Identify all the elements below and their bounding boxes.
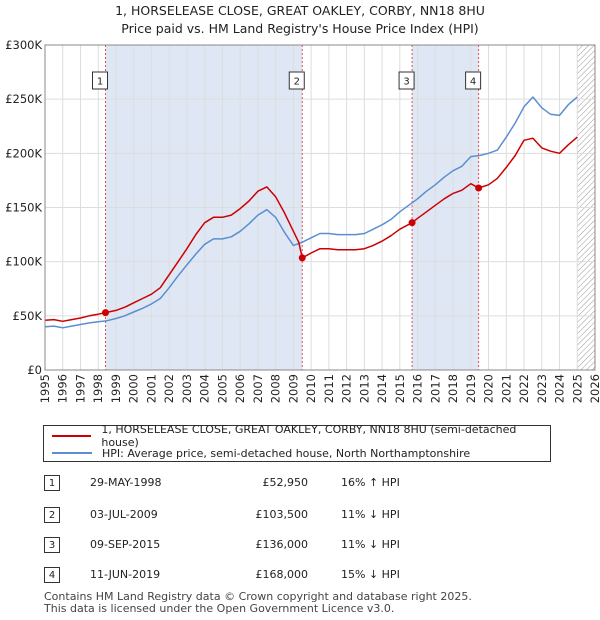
price-chart: 1 2 3 4 £0 £50K £100K £150K £200K £250K £300K 1995 1… xyxy=(5,38,600,403)
transaction-date: 03-JUL-2009 xyxy=(90,508,158,521)
x-tick-label: 2001 xyxy=(144,374,158,403)
transaction-price: £52,950 xyxy=(262,476,309,489)
x-tick-label: 2011 xyxy=(322,374,336,403)
chart-title: 1, HORSELEASE CLOSE, GREAT OAKLEY, CORBY… xyxy=(115,3,485,18)
x-tick-label: 2021 xyxy=(499,374,513,403)
transaction-hpi: 16% ↑ HPI xyxy=(341,476,400,489)
x-tick-label: 2014 xyxy=(375,374,389,403)
legend-swatch-property xyxy=(52,435,92,437)
legend: 1, HORSELEASE CLOSE, GREAT OAKLEY, CORBY… xyxy=(43,423,551,462)
x-tick-label: 1997 xyxy=(73,374,87,403)
property-price-line xyxy=(44,136,578,323)
transaction-date: 09-SEP-2015 xyxy=(90,538,161,551)
y-tick-label: £150K xyxy=(5,201,42,215)
marker-label-box xyxy=(288,71,305,90)
chart-subtitle: Price paid vs. HM Land Registry's House … xyxy=(121,21,479,36)
transaction-hpi: 15% ↓ HPI xyxy=(341,568,400,581)
sale-point xyxy=(102,309,109,317)
legend-item-hpi: HPI: Average price, semi-detached house,… xyxy=(52,445,470,461)
x-tick-label: 2025 xyxy=(570,374,584,403)
transaction-date: 11-JUN-2019 xyxy=(90,568,161,581)
marker-label: 1 xyxy=(97,77,103,88)
x-tick-label: 2008 xyxy=(269,374,283,403)
y-tick-label: £250K xyxy=(5,92,42,106)
x-tick-label: 2002 xyxy=(162,374,176,403)
marker-label-box xyxy=(92,71,108,90)
x-tick-label: 2015 xyxy=(393,374,407,403)
marker-label-box xyxy=(465,71,482,90)
legend-item-property: 1, HORSELEASE CLOSE, GREAT OAKLEY, CORBY… xyxy=(52,423,550,449)
legend-label-hpi: HPI: Average price, semi-detached house,… xyxy=(102,446,471,460)
x-tick-label: 2018 xyxy=(446,374,460,403)
x-tick-label: 1996 xyxy=(56,374,70,403)
x-tick-label: 2019 xyxy=(464,374,478,403)
marker-label: 4 xyxy=(470,77,476,88)
legend-swatch-hpi xyxy=(52,452,92,454)
marker-label: 2 xyxy=(294,77,300,88)
x-tick-label: 1998 xyxy=(91,374,105,403)
x-tick-label: 2004 xyxy=(198,374,212,403)
transaction-hpi: 11% ↓ HPI xyxy=(341,538,400,551)
transaction-price: £103,500 xyxy=(255,508,309,521)
x-tick-label: 2013 xyxy=(357,374,371,403)
x-tick-label: 2010 xyxy=(304,374,318,403)
x-tick-label: 2024 xyxy=(553,374,567,403)
sale-point xyxy=(475,184,483,192)
x-tick-label: 2009 xyxy=(286,374,300,403)
y-tick-label: £200K xyxy=(5,146,42,160)
plot-border xyxy=(44,44,596,371)
marker-label-box xyxy=(398,71,415,90)
y-tick-label: £0 xyxy=(27,363,42,377)
transaction-number: 4 xyxy=(44,567,60,583)
footer-copyright: Contains HM Land Registry data © Crown c… xyxy=(44,590,472,603)
x-tick-label: 2026 xyxy=(588,374,600,403)
x-tick-label: 1995 xyxy=(38,374,52,403)
sale-point xyxy=(408,219,416,227)
x-tick-label: 2007 xyxy=(251,374,265,403)
x-tick-label: 2020 xyxy=(482,374,496,403)
y-tick-label: £100K xyxy=(5,255,42,269)
sale-point xyxy=(298,254,306,262)
x-tick-label: 2017 xyxy=(428,374,442,403)
x-tick-label: 2000 xyxy=(127,374,141,403)
x-tick-label: 2022 xyxy=(517,374,531,403)
transaction-date: 29-MAY-1998 xyxy=(90,476,162,489)
marker-label: 3 xyxy=(403,77,409,88)
transaction-number: 1 xyxy=(44,475,60,491)
y-tick-label: £300K xyxy=(5,38,42,52)
transaction-hpi: 11% ↓ HPI xyxy=(341,508,400,521)
transaction-number: 3 xyxy=(44,537,60,553)
x-tick-label: 2016 xyxy=(411,374,425,403)
x-tick-label: 1999 xyxy=(109,374,123,403)
hpi-line xyxy=(44,96,578,329)
x-tick-label: 2005 xyxy=(215,374,229,403)
legend-label-property: 1, HORSELEASE CLOSE, GREAT OAKLEY, CORBY… xyxy=(101,423,517,449)
y-tick-label: £50K xyxy=(13,309,43,323)
x-tick-label: 2023 xyxy=(535,374,549,403)
transaction-price: £136,000 xyxy=(255,538,309,551)
x-tick-label: 2003 xyxy=(180,374,194,403)
footer-licence: This data is licensed under the Open Gov… xyxy=(44,602,395,615)
transaction-price: £168,000 xyxy=(255,568,309,581)
transaction-number: 2 xyxy=(44,507,60,523)
x-tick-label: 2012 xyxy=(340,374,354,403)
x-tick-label: 2006 xyxy=(233,374,247,403)
